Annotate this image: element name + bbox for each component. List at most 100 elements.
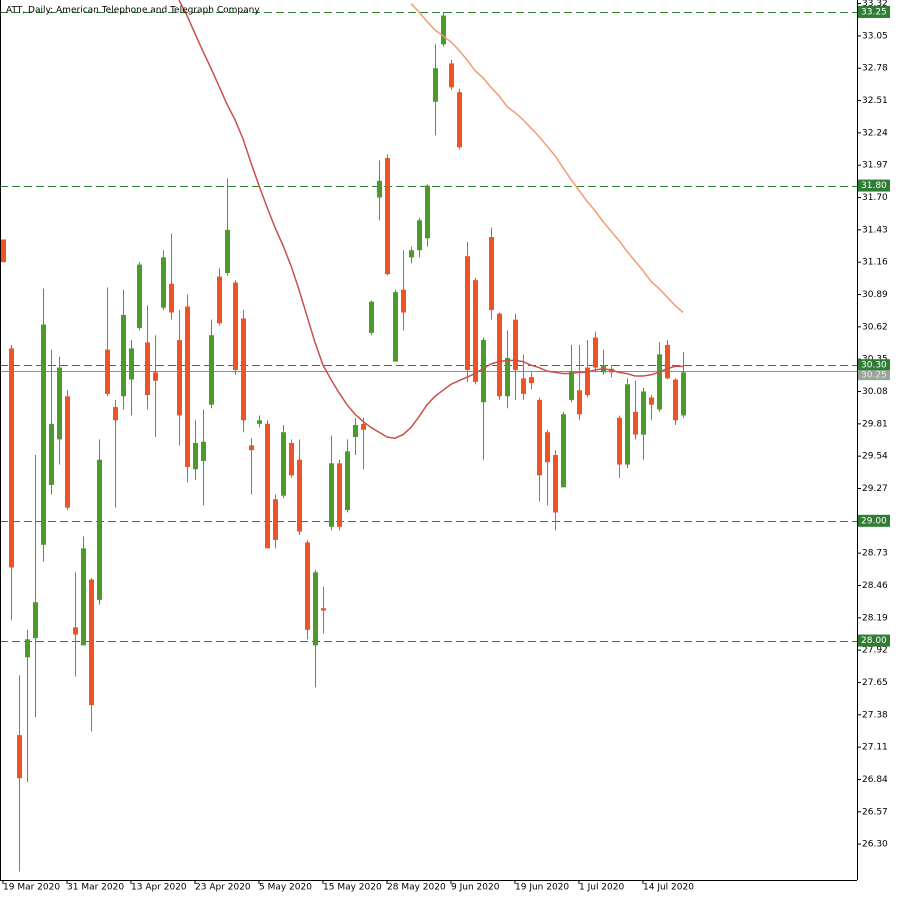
candle-body xyxy=(1,239,6,263)
candle-body xyxy=(321,608,326,611)
candle-body xyxy=(105,349,110,394)
candle-body xyxy=(49,423,54,485)
y-tick-label: 33.32 xyxy=(862,0,888,9)
candle-body xyxy=(593,337,598,368)
candle-body xyxy=(481,340,486,403)
x-tick-label: 31 Mar 2020 xyxy=(67,883,124,893)
x-tick-label: 14 Jul 2020 xyxy=(643,883,694,893)
x-tick-label: 13 Apr 2020 xyxy=(131,883,187,893)
y-tick-label: 32.24 xyxy=(862,128,888,138)
x-tick-label: 19 Jun 2020 xyxy=(515,883,569,893)
candle-body xyxy=(81,548,86,646)
candle-body xyxy=(137,264,142,329)
candle-body xyxy=(97,459,102,600)
candle-body xyxy=(329,463,334,527)
candle-body xyxy=(393,292,398,362)
candle-body xyxy=(73,627,78,635)
y-tick-label: 31.16 xyxy=(862,258,888,268)
candle-body xyxy=(473,280,478,382)
level-label: 31.80 xyxy=(861,181,887,191)
candle-body xyxy=(401,289,406,313)
candle-body xyxy=(257,420,262,424)
candle-body xyxy=(193,442,198,470)
candle-body xyxy=(289,442,294,476)
candle-body xyxy=(577,390,582,415)
candle-body xyxy=(673,379,678,421)
x-tick-label: 1 Jul 2020 xyxy=(579,883,624,893)
candle-body xyxy=(665,344,670,379)
y-tick-label: 32.51 xyxy=(862,96,888,106)
level-label: 33.25 xyxy=(861,7,887,17)
x-tick-label: 23 Apr 2020 xyxy=(195,883,251,893)
candle-body xyxy=(457,92,462,148)
candle-body xyxy=(625,384,630,465)
y-tick-label: 26.57 xyxy=(862,807,888,817)
candle-body xyxy=(265,423,270,549)
y-tick-label: 31.97 xyxy=(862,161,888,171)
candle-body xyxy=(617,417,622,465)
y-tick-label: 33.05 xyxy=(862,31,888,41)
plot-area xyxy=(0,0,857,872)
candle-body xyxy=(233,282,238,370)
candle-body xyxy=(433,68,438,102)
candle-body xyxy=(505,357,510,397)
x-tick-label: 9 Jun 2020 xyxy=(451,883,500,893)
candle-body xyxy=(273,499,278,540)
y-tick-label: 28.19 xyxy=(862,613,888,623)
level-label: 30.30 xyxy=(861,361,887,371)
candle-body xyxy=(217,276,222,324)
y-tick-label: 30.08 xyxy=(862,387,888,397)
candle-body xyxy=(569,371,574,400)
candle-body xyxy=(313,572,318,646)
candle-body xyxy=(409,250,414,258)
candle-body xyxy=(489,237,494,311)
bid-label: 30.25 xyxy=(861,371,887,381)
level-label-box xyxy=(858,179,890,192)
candle-body xyxy=(585,367,590,396)
candle-body xyxy=(153,372,158,381)
candle-body xyxy=(353,425,358,438)
candle-body xyxy=(529,377,534,384)
y-tick-label: 31.70 xyxy=(862,193,888,203)
y-tick-label: 30.89 xyxy=(862,290,888,300)
y-tick-label: 26.84 xyxy=(862,775,888,785)
bid-label-box xyxy=(858,370,890,381)
candle-body xyxy=(369,301,374,333)
level-label-box xyxy=(858,359,890,372)
candle-body xyxy=(361,423,366,430)
candle-body xyxy=(113,407,118,421)
candle-body xyxy=(41,324,46,545)
candle-body xyxy=(385,158,390,275)
candle-body xyxy=(553,454,558,513)
candle-body xyxy=(281,432,286,496)
candle-body xyxy=(305,542,310,630)
candle-body xyxy=(521,378,526,394)
candle-body xyxy=(9,348,14,568)
y-tick-label: 29.27 xyxy=(862,484,888,494)
level-label-box xyxy=(858,634,890,647)
y-tick-label: 27.11 xyxy=(862,743,888,753)
candle-body xyxy=(177,340,182,416)
moving-average xyxy=(410,3,684,314)
candle-body xyxy=(633,411,638,435)
y-tick-label: 29.54 xyxy=(862,452,888,462)
x-tick-label: 19 Mar 2020 xyxy=(3,883,60,893)
candle-body xyxy=(657,354,662,410)
candle-body xyxy=(249,445,254,451)
candle-body xyxy=(449,63,454,88)
candle-body xyxy=(209,335,214,405)
candle-body xyxy=(465,256,470,370)
candle-body xyxy=(297,459,302,532)
candle-body xyxy=(425,185,430,239)
candle-body xyxy=(185,306,190,467)
candle-body xyxy=(169,283,174,313)
y-tick-label: 31.43 xyxy=(862,225,888,235)
candle-body xyxy=(57,367,62,440)
y-tick-label: 27.92 xyxy=(862,646,888,656)
level-label-box xyxy=(858,5,890,18)
x-tick-label: 15 May 2020 xyxy=(323,883,382,893)
x-tick-label: 5 May 2020 xyxy=(259,883,312,893)
